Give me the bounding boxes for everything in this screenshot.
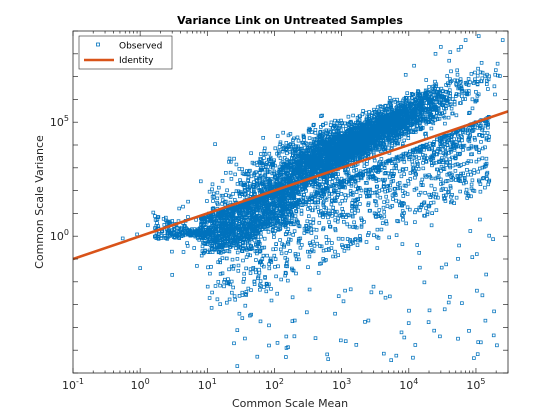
observed-point-30 <box>252 280 257 284</box>
observed-point-9 <box>378 168 383 172</box>
observed-point-5 <box>284 334 289 339</box>
legend-box <box>78 35 173 70</box>
observed-point-20 <box>403 73 408 77</box>
axis-ticks: 10-1 100 101 102 103 104 105 100 105 <box>50 30 509 392</box>
observed-point-24 <box>459 45 463 49</box>
observed-data-markers <box>120 34 505 368</box>
observed-point-3 <box>135 232 139 237</box>
x-tick-label: 104 <box>399 377 418 392</box>
observed-point-11 <box>333 311 337 316</box>
observed-point-cloud <box>151 50 502 362</box>
observed-point-22 <box>500 38 505 42</box>
observed-points <box>151 50 502 362</box>
observed-point-8 <box>427 204 431 209</box>
x-tick-label: 105 <box>466 377 485 392</box>
y-axis-label: Common Scale Variance <box>33 135 46 269</box>
observed-point-4 <box>235 364 240 368</box>
observed-point-27 <box>170 273 174 277</box>
identity-line-layer <box>73 110 508 261</box>
x-tick-label: 103 <box>332 377 351 392</box>
legend: Observed Identity <box>78 35 173 70</box>
x-axis-label: Common Scale Mean <box>232 397 348 410</box>
observed-point-6 <box>366 318 371 323</box>
x-tick-label: 100 <box>131 377 150 392</box>
observed-point-10 <box>383 295 388 300</box>
legend-observed-marker <box>96 42 100 47</box>
observed-point-1 <box>146 223 150 228</box>
observed-point-26 <box>185 241 189 245</box>
legend-identity-label: Identity <box>119 56 154 66</box>
observed-point-2 <box>120 236 125 241</box>
observed-point-18 <box>447 58 451 63</box>
observed-point-28 <box>195 264 199 268</box>
y-tick-label: 105 <box>50 114 69 129</box>
observed-point-7 <box>375 246 380 250</box>
observed-point-0 <box>138 266 142 270</box>
observed-point-17 <box>439 45 443 49</box>
observed-point-23 <box>476 34 481 38</box>
y-tick-label: 100 <box>50 228 69 243</box>
x-tick-label: 102 <box>265 377 284 392</box>
observed-point-13 <box>237 311 242 316</box>
legend-observed-label: Observed <box>119 42 162 52</box>
identity-line <box>73 110 508 261</box>
observed-point-12 <box>292 318 297 323</box>
x-tick-label: 10-1 <box>62 377 84 392</box>
observed-point-29 <box>210 250 215 254</box>
observed-point-21 <box>463 38 468 42</box>
observed-point-14 <box>232 341 236 346</box>
chart-title: Variance Link on Untreated Samples <box>177 14 403 27</box>
observed-point-19 <box>412 63 416 68</box>
plot-area-frame <box>72 30 509 374</box>
observed-point-16 <box>456 48 461 52</box>
observed-point-15 <box>433 52 438 56</box>
x-tick-label: 101 <box>198 377 217 392</box>
